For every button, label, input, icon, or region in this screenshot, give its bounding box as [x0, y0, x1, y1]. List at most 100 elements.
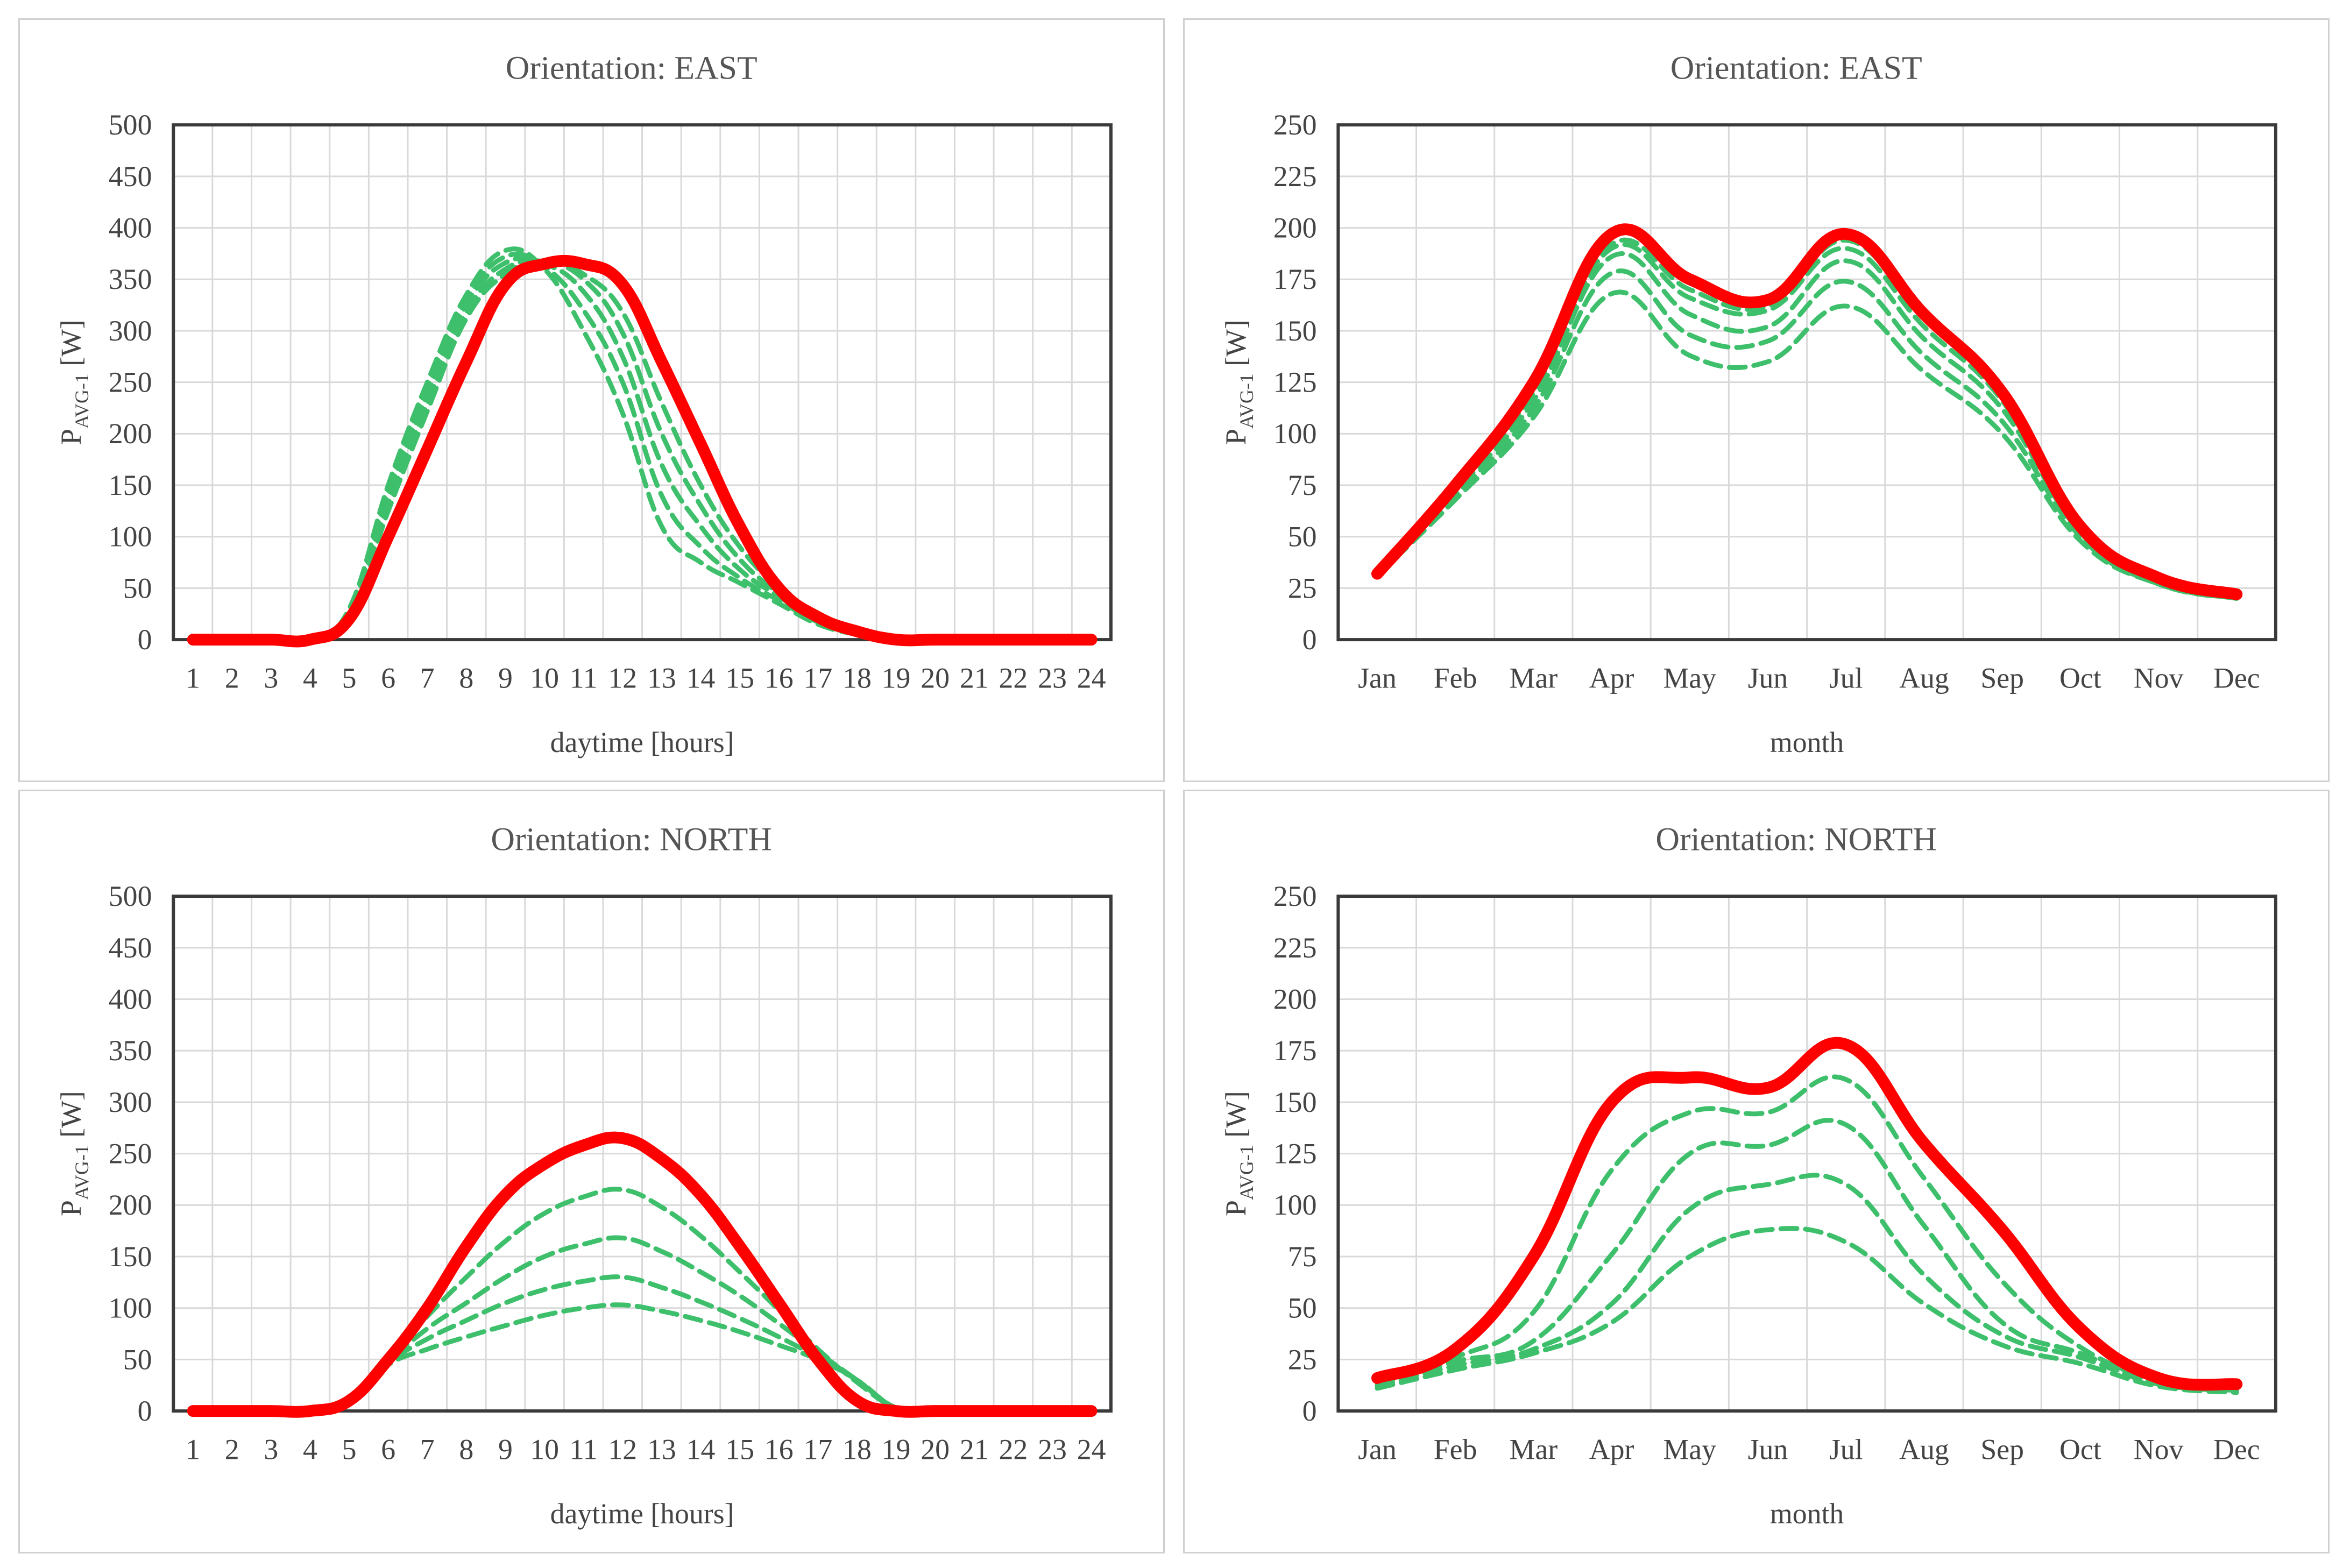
x-tick-label: 11 [570, 662, 598, 694]
chart-north-hourly: Orientation: NORTH 0 50 100 150 200 250 300 350 4… [18, 790, 1165, 1553]
x-tick-label: May [1663, 1434, 1716, 1466]
x-tick-label: Jan [1358, 1434, 1397, 1466]
x-tick-label: 1 [186, 662, 200, 694]
y-tick-label: 125 [1273, 1138, 1317, 1170]
series-line-green-2 [1375, 268, 2239, 601]
y-tick-label: 200 [1273, 211, 1317, 244]
y-tick-label: 200 [1273, 983, 1317, 1015]
x-tick-label: Jun [1748, 662, 1788, 694]
x-tick-label: 14 [686, 1434, 716, 1466]
x-tick-label: 15 [725, 662, 754, 694]
chart-east-hourly: Orientation: EAST 0 50 100 150 200 250 300 350 40… [18, 18, 1165, 782]
y-tick-label: 250 [109, 1138, 152, 1170]
y-tick-label: 50 [1288, 1292, 1317, 1324]
y-tick-label: 0 [1303, 623, 1317, 656]
chart-north-monthly: Orientation: NORTH 0 25 50 75 100 125 150 175 200… [1183, 790, 2330, 1553]
x-tick-label: 13 [647, 662, 676, 694]
x-tick-label: 11 [570, 1434, 598, 1466]
series-line-red [187, 1131, 1098, 1418]
y-tick-label: 300 [109, 1086, 152, 1118]
y-tick-label: 225 [1273, 160, 1317, 193]
x-tick-label: Feb [1434, 1434, 1477, 1466]
x-tick-label: 22 [999, 1434, 1028, 1466]
y-tick-label: 200 [109, 417, 152, 450]
series-line-red [187, 254, 1098, 648]
x-tick-label: 4 [303, 1434, 317, 1466]
x-tick-label: Mar [1510, 662, 1558, 694]
chart-east-hourly-svg: Orientation: EAST 0 50 100 150 200 250 300 350 40… [55, 50, 1113, 758]
x-tick-label: 4 [303, 662, 317, 694]
x-tick-label: 20 [921, 1434, 950, 1466]
y-tick-label: 100 [109, 521, 152, 553]
series-line-green-1 [1375, 1226, 2239, 1395]
y-axis-label: PAVG-1 [W] [1220, 1091, 1257, 1216]
x-axis-label: month [1770, 1498, 1844, 1530]
x-tick-label: 6 [381, 662, 395, 694]
series-group [1371, 1037, 2243, 1395]
x-tick-label: 19 [882, 662, 911, 694]
chart-title: Orientation: EAST [506, 50, 758, 87]
series-line-green-2 [1375, 1173, 2239, 1393]
chart-north-hourly-svg: Orientation: NORTH 0 50 100 150 200 250 300 350 4… [55, 821, 1113, 1530]
x-tick-label: 18 [843, 662, 872, 694]
y-axis-label: PAVG-1 [W] [55, 320, 93, 445]
x-tick-label: Jul [1829, 1434, 1863, 1466]
series-line-green-3 [1375, 1118, 2239, 1391]
x-tick-label: 21 [960, 1434, 989, 1466]
chart-title: Orientation: NORTH [491, 821, 772, 858]
x-tick-label: 9 [498, 662, 513, 694]
y-tick-label: 150 [109, 469, 152, 501]
y-tick-label: 25 [1288, 1343, 1317, 1375]
y-tick-label: 250 [1273, 109, 1317, 141]
x-tick-label: 3 [264, 1434, 278, 1466]
x-tick-label: Jul [1829, 662, 1863, 694]
x-tick-label: Sep [1980, 662, 2024, 694]
y-tick-label: 50 [123, 1343, 152, 1375]
x-tick-label: 10 [530, 1434, 559, 1466]
x-tick-label: Dec [2213, 662, 2260, 694]
x-tick-label: 24 [1077, 662, 1106, 694]
series-line-green-4 [1375, 1074, 2239, 1391]
x-tick-label: 19 [882, 1434, 911, 1466]
x-tick-label: Oct [2059, 1434, 2101, 1466]
y-tick-label: 150 [1273, 1086, 1317, 1118]
y-tick-label: 175 [1273, 263, 1317, 295]
y-tick-label: 150 [1273, 315, 1317, 347]
y-tick-label: 50 [1288, 521, 1317, 553]
series-line-green-3 [1375, 251, 2239, 599]
x-tick-label: 8 [459, 662, 473, 694]
x-tick-label: Dec [2213, 1434, 2260, 1466]
x-tick-label: Aug [1899, 662, 1949, 694]
x-tick-label: Nov [2134, 1434, 2184, 1466]
x-tick-label: Mar [1510, 1434, 1558, 1466]
y-tick-label: 500 [109, 880, 152, 912]
x-axis-label: month [1770, 726, 1844, 758]
chart-east-monthly: Orientation: EAST 0 25 50 75 100 125 150 175 200 2… [1183, 18, 2330, 782]
y-tick-label: 250 [109, 366, 152, 399]
y-tick-label: 250 [1273, 880, 1317, 912]
x-tick-label: Apr [1589, 662, 1634, 694]
y-tick-label: 300 [109, 315, 152, 347]
y-tick-label: 50 [123, 572, 152, 604]
y-axis-label: PAVG-1 [W] [1220, 320, 1257, 445]
y-tick-label: 350 [109, 263, 152, 295]
x-tick-label: 12 [608, 662, 637, 694]
y-tick-label: 450 [109, 932, 152, 964]
y-tick-label: 175 [1273, 1034, 1317, 1067]
y-tick-label: 25 [1288, 572, 1317, 604]
x-tick-label: 16 [765, 1434, 794, 1466]
gridlines [172, 895, 1112, 1412]
x-tick-label: 20 [921, 662, 950, 694]
x-tick-label: 2 [225, 662, 239, 694]
series-line-red [1371, 223, 2243, 600]
x-tick-label: 23 [1038, 662, 1067, 694]
y-tick-label: 75 [1288, 469, 1317, 501]
x-tick-label: 17 [803, 662, 832, 694]
x-tick-label: 23 [1038, 1434, 1067, 1466]
y-tick-label: 350 [109, 1034, 152, 1067]
x-axis-label: daytime [hours] [550, 726, 734, 758]
x-tick-label: May [1663, 662, 1716, 694]
chart-north-monthly-svg: Orientation: NORTH 0 25 50 75 100 125 150 175 200… [1220, 821, 2277, 1530]
y-tick-label: 125 [1273, 366, 1317, 399]
x-tick-label: 21 [960, 662, 989, 694]
